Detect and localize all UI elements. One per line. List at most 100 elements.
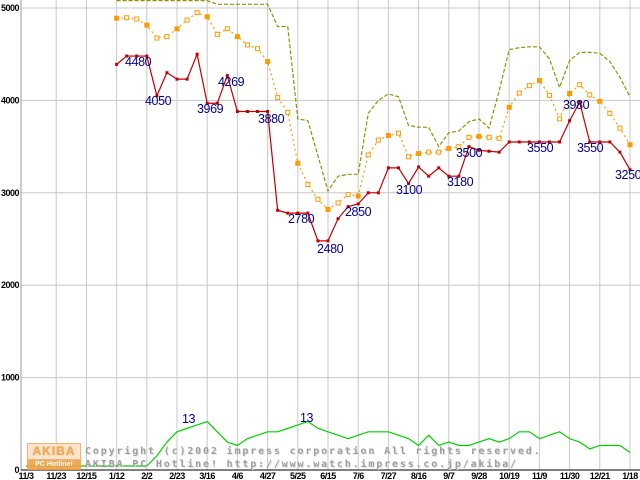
lowest-price-marker bbox=[578, 100, 582, 104]
average-price-marker bbox=[285, 109, 291, 115]
average-price-marker bbox=[194, 10, 200, 16]
point-label: 2480 bbox=[317, 242, 344, 256]
average-price-marker bbox=[234, 34, 240, 40]
y-axis-tick-label: 2000 bbox=[1, 280, 20, 290]
lowest-price-marker bbox=[366, 191, 370, 195]
x-axis-tick-label: 7/6 bbox=[353, 471, 365, 480]
x-axis-tick-label: 6/15 bbox=[320, 471, 336, 480]
x-axis-tick-label: 2/23 bbox=[169, 471, 185, 480]
point-label: 3980 bbox=[563, 98, 590, 112]
x-axis-tick-label: 3/16 bbox=[199, 471, 215, 480]
lowest-price-marker bbox=[447, 174, 451, 178]
x-axis-tick-label: 11/9 bbox=[532, 471, 548, 480]
lowest-price-marker bbox=[155, 94, 159, 98]
point-label: 3969 bbox=[197, 102, 224, 116]
point-label: 13 bbox=[182, 412, 196, 426]
lowest-price-marker bbox=[225, 74, 229, 78]
x-axis-tick-label: 10/19 bbox=[499, 471, 520, 480]
lowest-price-marker bbox=[497, 150, 501, 154]
lowest-price-marker bbox=[336, 217, 340, 221]
lowest-price-marker bbox=[467, 145, 471, 149]
lowest-price-marker bbox=[115, 62, 119, 66]
x-axis-tick-label: 8/16 bbox=[411, 471, 427, 480]
lowest-price-marker bbox=[437, 166, 441, 170]
x-axis-tick-label: 11/30 bbox=[560, 471, 580, 480]
lowest-price-marker bbox=[457, 174, 461, 178]
average-price-marker bbox=[385, 133, 391, 139]
point-label: 4480 bbox=[125, 55, 152, 69]
average-price-marker bbox=[395, 130, 401, 136]
average-price-marker bbox=[255, 46, 261, 52]
average-price-marker bbox=[275, 95, 281, 101]
lowest-price-marker bbox=[235, 109, 239, 113]
point-label: 3250 bbox=[615, 168, 640, 182]
lowest-price-marker bbox=[205, 101, 209, 105]
lowest-price-marker bbox=[245, 109, 249, 113]
lowest-price-marker bbox=[547, 140, 551, 144]
lowest-price-marker bbox=[125, 54, 129, 58]
y-axis-tick-label: 5000 bbox=[1, 3, 20, 13]
lowest-price-marker bbox=[598, 140, 602, 144]
x-axis-tick-label: 1/18 bbox=[622, 471, 638, 480]
average-price-marker bbox=[335, 200, 341, 206]
point-label: 2780 bbox=[288, 212, 315, 226]
lowest-price-marker bbox=[356, 202, 360, 206]
y-axis-tick-label: 4000 bbox=[1, 95, 20, 105]
x-axis-tick-label: 5/25 bbox=[290, 471, 306, 480]
average-price-marker bbox=[144, 22, 150, 28]
point-label: 4050 bbox=[145, 94, 172, 108]
lowest-price-line bbox=[116, 52, 631, 242]
x-axis-tick-label: 12/21 bbox=[590, 471, 611, 480]
point-label: 3880 bbox=[258, 112, 285, 126]
point-label: 2850 bbox=[345, 205, 372, 219]
lowest-price-marker bbox=[608, 140, 612, 144]
average-price-marker bbox=[456, 144, 462, 150]
average-price-marker bbox=[375, 137, 381, 143]
average-price-marker bbox=[124, 15, 130, 21]
average-price-marker bbox=[486, 134, 492, 140]
point-label: 3550 bbox=[577, 141, 604, 155]
lowest-price-marker bbox=[276, 208, 280, 212]
lowest-price-marker bbox=[326, 239, 330, 243]
average-price-marker bbox=[436, 149, 442, 155]
x-axis-tick-label: 12/15 bbox=[76, 471, 97, 480]
lowest-price-marker bbox=[407, 182, 411, 186]
point-label: 3550 bbox=[527, 141, 554, 155]
x-axis-tick-label: 9/7 bbox=[443, 471, 455, 480]
point-label: 13 bbox=[300, 411, 314, 425]
average-price-marker bbox=[184, 17, 190, 23]
lowest-price-marker bbox=[628, 168, 632, 172]
average-price-marker bbox=[577, 82, 583, 88]
average-price-marker bbox=[496, 135, 502, 141]
lowest-price-marker bbox=[165, 71, 169, 75]
x-axis-tick-label: 4/6 bbox=[232, 471, 244, 480]
average-price-marker bbox=[305, 181, 311, 187]
y-axis-tick-label: 3000 bbox=[1, 188, 20, 198]
average-price-marker bbox=[315, 196, 321, 202]
average-price-marker bbox=[325, 206, 331, 212]
average-price-marker bbox=[546, 92, 552, 98]
lowest-price-marker bbox=[417, 165, 421, 169]
lowest-price-marker bbox=[145, 54, 149, 58]
average-price-marker bbox=[567, 90, 573, 96]
lowest-price-marker bbox=[487, 149, 491, 153]
lowest-price-marker bbox=[517, 140, 521, 144]
lowest-price-marker bbox=[296, 211, 300, 215]
average-price-marker bbox=[164, 34, 170, 40]
average-price-marker bbox=[204, 14, 210, 20]
average-price-marker bbox=[446, 145, 452, 151]
average-price-marker bbox=[466, 134, 472, 140]
average-price-marker bbox=[426, 149, 432, 155]
x-axis-tick-label: 11/23 bbox=[46, 471, 66, 480]
average-price-marker bbox=[617, 125, 623, 131]
lowest-price-marker bbox=[175, 77, 179, 81]
average-price-marker bbox=[476, 133, 482, 139]
lowest-price-marker bbox=[537, 140, 541, 144]
x-axis-tick-label: 7/27 bbox=[381, 471, 397, 480]
average-price-marker bbox=[597, 98, 603, 104]
average-price-marker bbox=[557, 116, 563, 122]
average-price-marker bbox=[607, 110, 613, 116]
average-price-marker bbox=[224, 26, 230, 32]
